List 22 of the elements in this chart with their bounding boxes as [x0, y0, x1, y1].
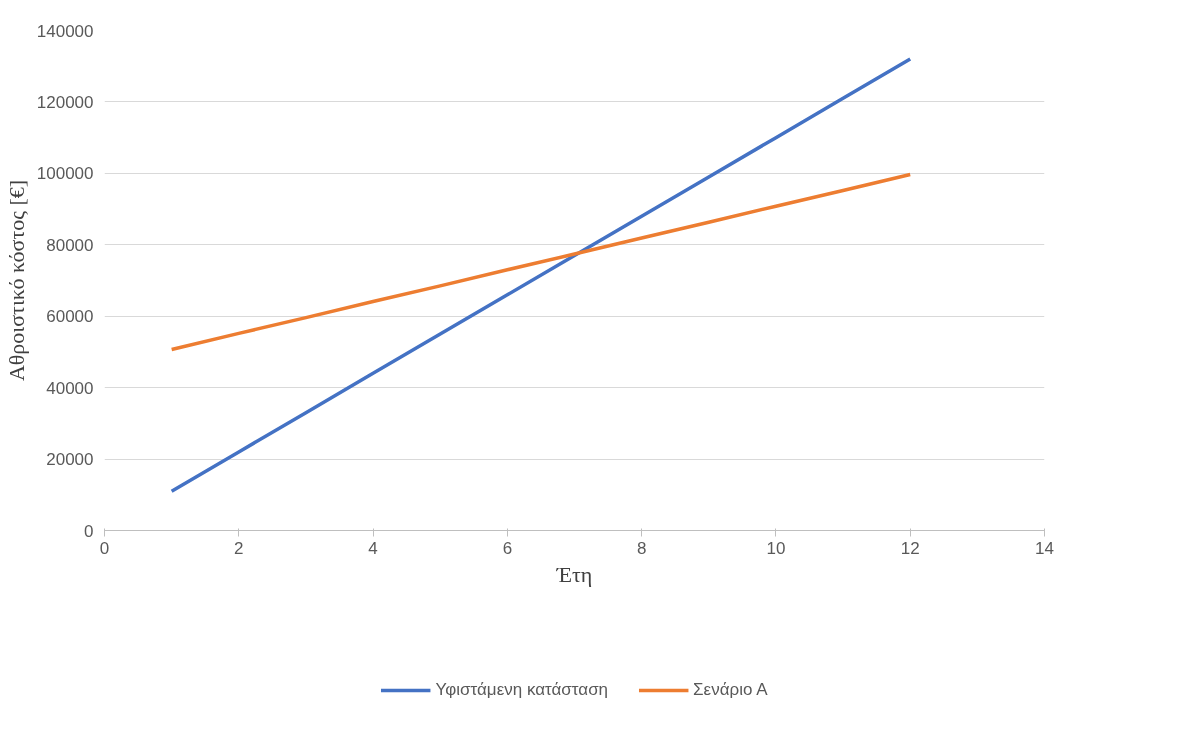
- legend-label: Υφιστάμενη κατάσταση: [435, 679, 609, 700]
- y-tick-label: 80000: [46, 235, 94, 255]
- y-tick-label: 140000: [36, 21, 94, 41]
- x-tick-label: 6: [502, 538, 513, 558]
- line-series: [169, 57, 912, 493]
- y-tick-label: 100000: [36, 164, 94, 184]
- x-tick-label: 8: [636, 538, 647, 558]
- x-tick-label: 4: [368, 538, 378, 558]
- x-tick-label: 2: [234, 538, 244, 558]
- line-series: [169, 172, 912, 352]
- legend-label: Σενάριο Α: [693, 679, 768, 700]
- x-tick-label: 10: [766, 538, 786, 558]
- y-tick-label: 60000: [46, 307, 94, 327]
- y-tick-label: 20000: [46, 450, 94, 470]
- x-tick-label: 0: [99, 538, 110, 558]
- y-tick-label: 120000: [36, 92, 94, 112]
- y-axis-title: Αθροιστικό κόστος [€]: [3, 179, 29, 382]
- x-tick-label: 12: [900, 538, 920, 558]
- y-tick-label: 0: [84, 521, 94, 541]
- x-axis-title: Έτη: [555, 561, 593, 587]
- x-tick-label: 14: [1035, 538, 1054, 558]
- y-tick-label: 40000: [46, 378, 94, 398]
